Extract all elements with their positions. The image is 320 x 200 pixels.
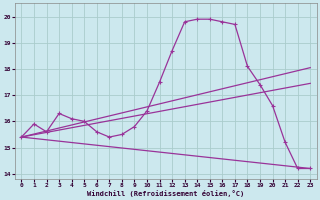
X-axis label: Windchill (Refroidissement éolien,°C): Windchill (Refroidissement éolien,°C) bbox=[87, 190, 244, 197]
